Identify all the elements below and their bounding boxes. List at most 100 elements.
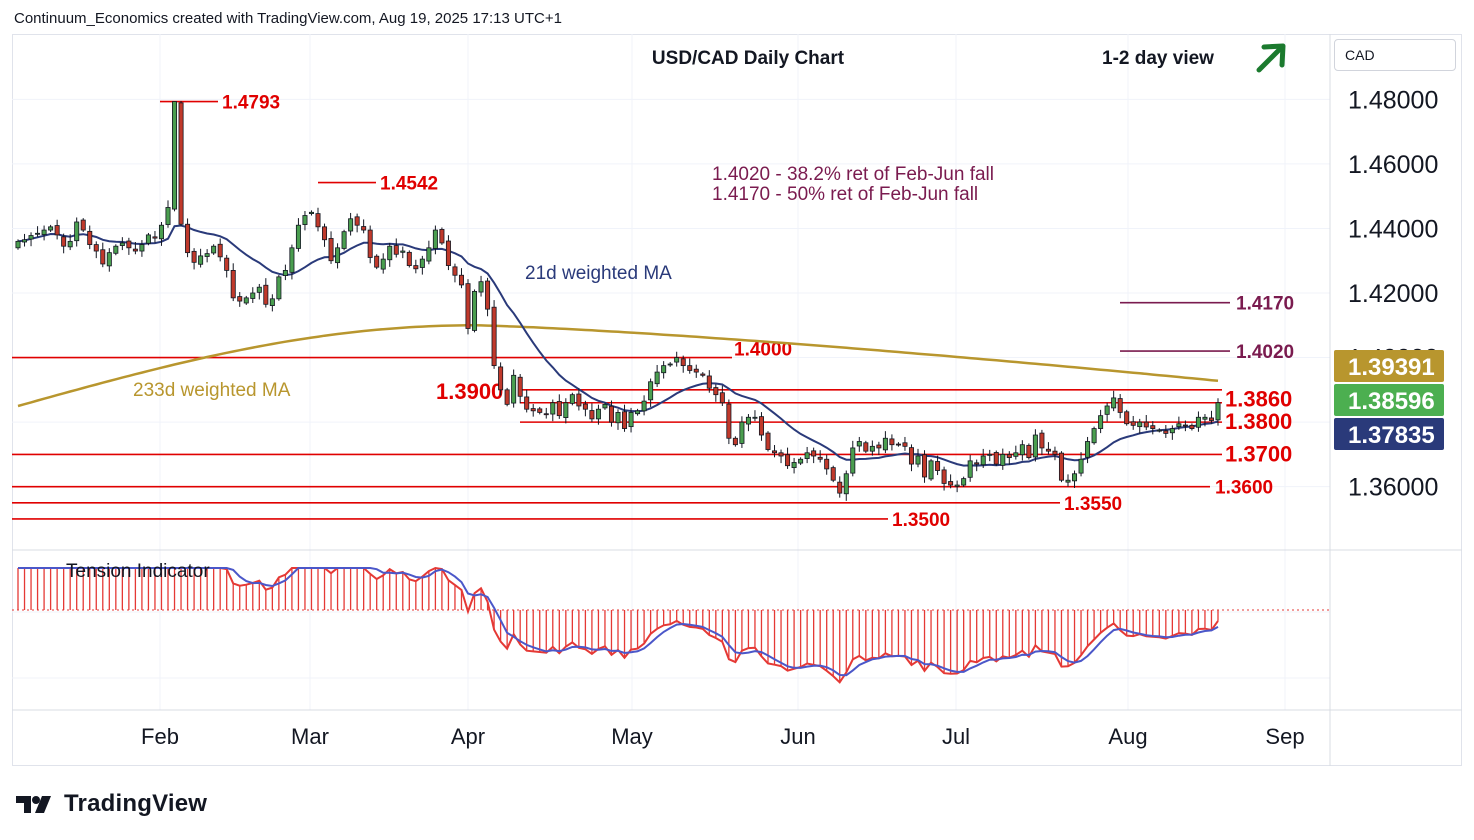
candle-body: [380, 258, 386, 270]
candle-body: [1156, 429, 1162, 432]
up-arrow-icon: [1256, 43, 1286, 73]
candle-body: [15, 240, 21, 249]
candle: [1085, 436, 1091, 464]
candle: [595, 404, 601, 425]
candle-body: [993, 452, 999, 465]
candle-body: [1019, 444, 1025, 456]
candle-body: [1143, 421, 1149, 428]
candle: [341, 229, 347, 251]
ma-21d-label: 21d weighted MA: [525, 263, 672, 284]
candle-body: [941, 469, 947, 484]
candle: [922, 450, 928, 483]
candle: [1189, 423, 1195, 431]
candle: [237, 292, 243, 307]
candle-body: [987, 453, 993, 456]
candle-body: [54, 225, 60, 236]
candle: [739, 416, 745, 448]
candle-body: [178, 102, 184, 225]
candle-body: [172, 101, 178, 210]
candle: [28, 232, 34, 247]
chart-annotations: USD/CAD Daily Chart 1-2 day view 1.4020 - …: [66, 43, 1444, 582]
candle-body: [595, 408, 601, 420]
candle: [908, 444, 914, 472]
candle: [524, 389, 530, 413]
candle: [100, 242, 106, 268]
chart-title: USD/CAD Daily Chart: [652, 48, 845, 69]
tradingview-logo[interactable]: TradingView: [16, 790, 207, 818]
candle-body: [635, 410, 641, 415]
candle: [869, 440, 875, 456]
time-tick-label: Jun: [780, 724, 815, 749]
candle-body: [928, 460, 934, 480]
candle-body: [817, 456, 823, 460]
candle-body: [895, 443, 901, 446]
candle-body: [680, 358, 686, 367]
price-tick-label: 1.36000: [1348, 474, 1438, 502]
candle: [256, 283, 262, 300]
candle-body: [211, 245, 217, 254]
candle: [798, 457, 804, 466]
level-label: 1.3550: [1064, 494, 1122, 515]
candle: [74, 217, 80, 247]
price-badge-value: 1.37835: [1348, 422, 1435, 449]
candle-body: [543, 413, 549, 416]
candle: [654, 364, 660, 387]
candle-body: [93, 244, 99, 252]
candle: [602, 402, 608, 410]
candle: [426, 240, 432, 265]
candle-body: [22, 239, 28, 243]
candle-body: [980, 455, 986, 466]
candle-body: [1058, 452, 1064, 481]
currency-selector[interactable]: CAD: [1334, 39, 1456, 71]
candle: [132, 242, 138, 255]
tension-slow-line: [18, 567, 1219, 677]
candle: [785, 447, 791, 469]
candle: [113, 244, 119, 256]
candle-body: [765, 432, 771, 450]
candle-body: [145, 234, 151, 244]
candle: [191, 248, 197, 270]
candle-body: [119, 242, 125, 246]
ma-233d-line: [17, 324, 1219, 408]
candle: [1182, 420, 1188, 432]
chart-frame: [12, 34, 1462, 766]
candle: [1006, 451, 1012, 465]
candle: [263, 278, 269, 308]
candle-body: [667, 363, 673, 366]
candle: [504, 387, 510, 407]
candle-body: [472, 290, 478, 331]
candle-body: [967, 460, 973, 478]
candle: [876, 441, 882, 456]
candle: [628, 407, 634, 433]
candle-body: [811, 450, 817, 457]
candle: [706, 370, 712, 393]
candle-body: [758, 416, 764, 436]
candle: [1091, 426, 1097, 445]
candle-body: [700, 373, 706, 376]
candle: [243, 295, 249, 305]
peak-label: 1.4793: [222, 93, 280, 114]
candle-body: [374, 255, 380, 268]
candle: [817, 450, 823, 463]
candle: [498, 362, 504, 396]
candle: [752, 410, 758, 422]
candle-body: [550, 402, 556, 415]
candle-body: [61, 236, 67, 247]
candle: [1163, 425, 1169, 438]
up-arrow-head: [1261, 43, 1286, 68]
candle-body: [1052, 450, 1058, 455]
candle-body: [498, 366, 504, 391]
candle: [282, 264, 288, 281]
price-tick-label: 1.48000: [1348, 86, 1438, 114]
candle: [54, 219, 60, 240]
candle: [198, 248, 204, 268]
candle-body: [778, 452, 784, 457]
candle: [1013, 445, 1019, 460]
candle: [719, 385, 725, 406]
level-label: 1.4000: [734, 340, 792, 361]
candle-body: [654, 371, 660, 385]
time-tick-label: Jul: [942, 724, 970, 749]
candle-body: [1182, 424, 1188, 427]
